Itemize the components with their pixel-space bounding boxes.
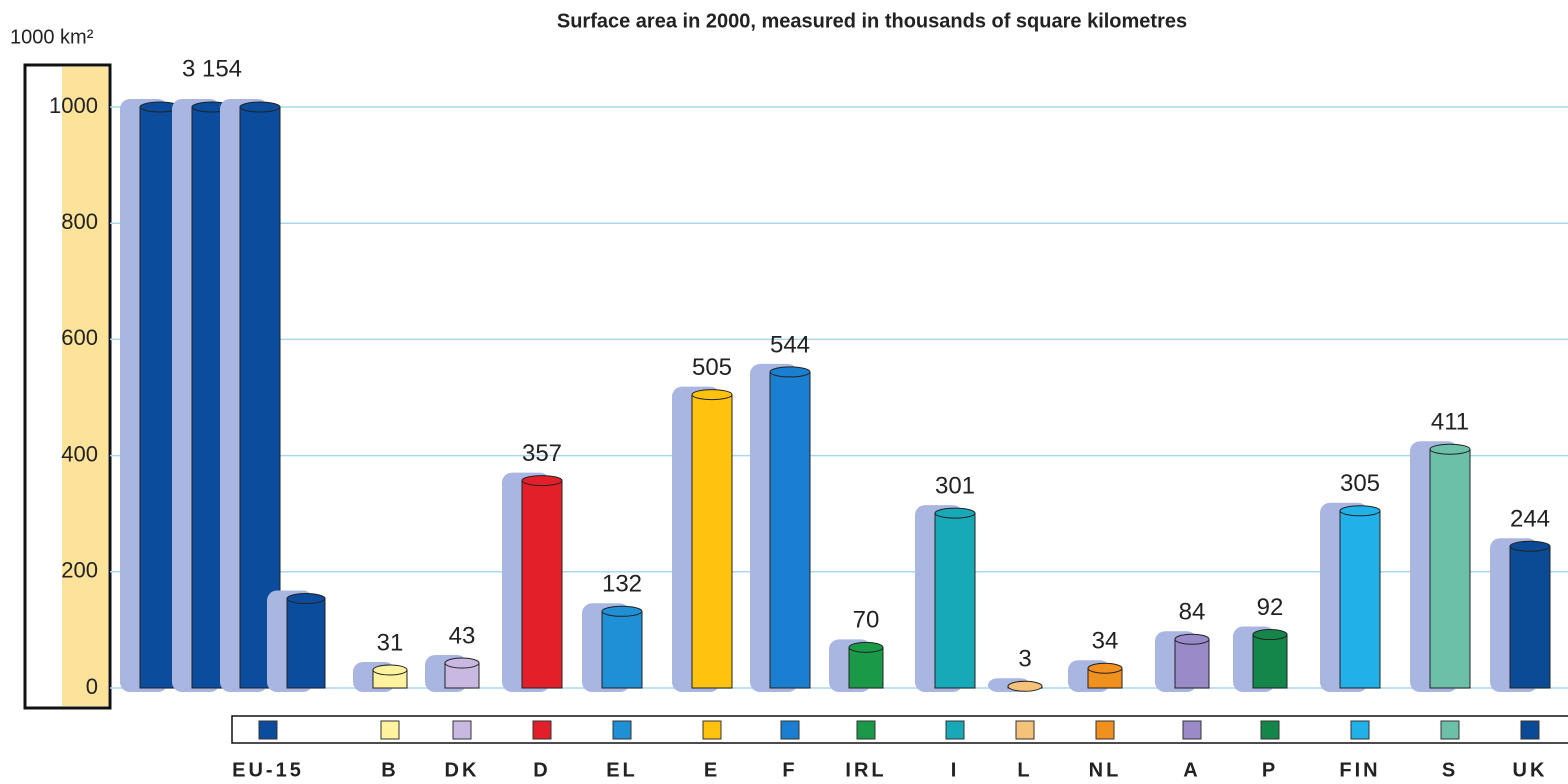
x-tick-label: EU-15 (232, 759, 304, 781)
value-label: 84 (1179, 599, 1206, 626)
bar-top (769, 366, 811, 378)
x-tick-label: NL (1089, 759, 1122, 781)
x-tick-label: P (1262, 759, 1278, 781)
legend-swatch (1440, 720, 1460, 740)
bar-top (1509, 540, 1551, 552)
value-label: 357 (522, 440, 562, 467)
value-label: 70 (853, 607, 880, 634)
value-label: 132 (602, 571, 642, 598)
bar (1252, 634, 1288, 689)
legend-swatch (1520, 720, 1540, 740)
bar (848, 646, 884, 689)
bar-top (934, 507, 976, 519)
legend-swatch (452, 720, 472, 740)
bar (286, 598, 326, 689)
y-tick-label: 200 (61, 558, 98, 583)
legend-swatch (945, 720, 965, 740)
value-label: 3 154 (182, 55, 242, 82)
bar-top (1087, 662, 1123, 674)
y-tick-label: 600 (61, 325, 98, 350)
bar-top (286, 593, 326, 605)
bar-top (372, 664, 408, 676)
value-label: 544 (770, 331, 810, 358)
bar-top (444, 657, 480, 669)
x-tick-label: D (533, 759, 550, 781)
x-tick-label: IRL (845, 759, 886, 781)
bar (1174, 638, 1210, 689)
bar-top (521, 475, 563, 487)
value-label: 92 (1257, 594, 1284, 621)
bar-top (848, 641, 884, 653)
legend-swatch (258, 720, 278, 740)
legend-swatch (1015, 720, 1035, 740)
axis-band (62, 67, 108, 706)
value-label: 505 (692, 354, 732, 381)
bar-top (239, 101, 281, 113)
bar (1339, 510, 1381, 689)
legend-swatch (612, 720, 632, 740)
x-tick-label: I (951, 759, 960, 781)
x-tick-label: S (1442, 759, 1458, 781)
bar-top (1007, 680, 1043, 692)
value-label: 301 (935, 472, 975, 499)
y-axis-label: 1000 km² (10, 26, 94, 48)
x-tick-label: FIN (1339, 759, 1380, 781)
legend-swatch (1350, 720, 1370, 740)
bar-top (1174, 633, 1210, 645)
y-tick-label: 800 (61, 209, 98, 234)
x-tick-label: A (1183, 759, 1200, 781)
legend-swatch (702, 720, 722, 740)
legend-swatch (1095, 720, 1115, 740)
value-label: 31 (377, 629, 404, 656)
bar (601, 610, 643, 689)
x-tick-label: F (782, 759, 797, 781)
value-label: 3 (1018, 646, 1031, 673)
y-tick-label: 400 (61, 441, 98, 466)
bar-top (691, 389, 733, 401)
x-tick-label: UK (1513, 759, 1548, 781)
y-tick-label: 1000 (49, 93, 98, 118)
x-tick-label: E (704, 759, 720, 781)
legend-swatch (532, 720, 552, 740)
value-label: 305 (1340, 470, 1380, 497)
chart-title: Surface area in 2000, measured in thousa… (557, 10, 1187, 32)
x-tick-label: B (381, 759, 398, 781)
bar (934, 512, 976, 689)
x-tick-label: DK (445, 759, 480, 781)
x-tick-label: EL (606, 759, 638, 781)
bar (769, 371, 811, 689)
legend-swatch (380, 720, 400, 740)
value-label: 244 (1510, 506, 1550, 533)
bar-top (1429, 443, 1471, 455)
legend-swatch (780, 720, 800, 740)
bar-top (1339, 505, 1381, 517)
bar-top (1252, 629, 1288, 641)
value-label: 43 (449, 622, 476, 649)
value-label: 34 (1092, 628, 1119, 655)
legend-swatch (1260, 720, 1280, 740)
y-tick-label: 0 (86, 674, 98, 699)
bar (691, 394, 733, 689)
legend-swatch (1182, 720, 1202, 740)
bar (521, 480, 563, 689)
value-label: 411 (1431, 409, 1469, 436)
bar (1429, 448, 1471, 689)
bar (1509, 545, 1551, 689)
bar-top (601, 605, 643, 617)
x-tick-label: L (1017, 759, 1032, 781)
legend-swatch (856, 720, 876, 740)
